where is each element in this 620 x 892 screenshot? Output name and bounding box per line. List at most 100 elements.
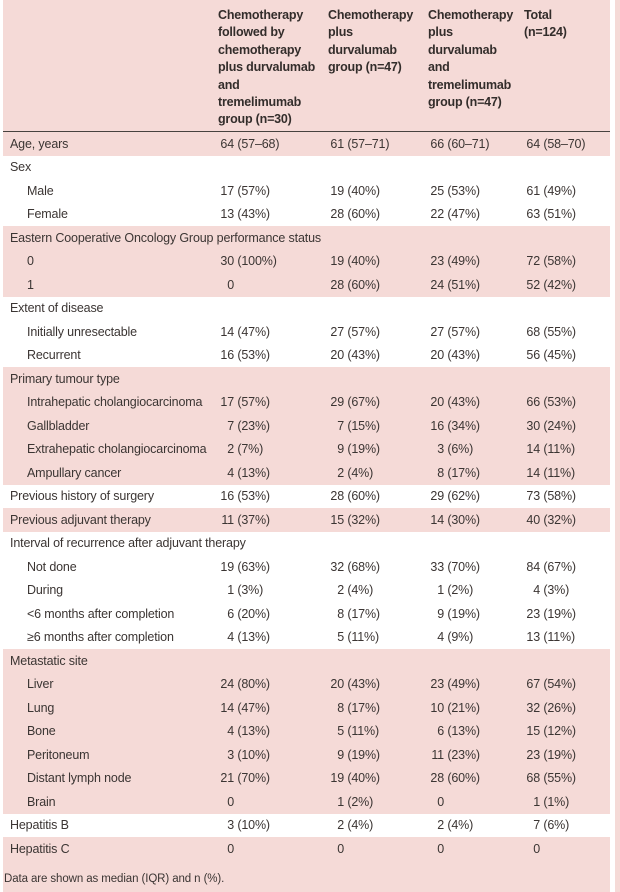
value-cell (328, 301, 428, 315)
value-cell: 3 (10%) (218, 748, 328, 762)
value-detail: (42%) (540, 277, 576, 292)
value-detail: (47%) (234, 700, 270, 715)
value-cell: 19 (63%) (218, 560, 328, 574)
value-number: 28 (330, 207, 344, 222)
right-edge-pink-strip (615, 0, 620, 892)
value-detail: (57–71) (344, 136, 390, 151)
value-detail: (60%) (344, 277, 380, 292)
value-number: 6 (437, 724, 444, 739)
value-number: 4 (437, 630, 444, 645)
value-number: 23 (526, 747, 540, 762)
value-cell: 28 (60%) (328, 489, 428, 503)
value-number: 23 (430, 254, 444, 269)
value-cell: 27 (57%) (328, 325, 428, 339)
value-cell: 9 (19%) (328, 748, 428, 762)
value-detail: (20%) (234, 606, 270, 621)
value-number: 14 (526, 442, 540, 457)
value-cell: 16 (34%) (428, 419, 524, 433)
value-number: 63 (526, 207, 540, 222)
value-detail: (3%) (234, 583, 264, 598)
value-number: 1 (337, 794, 344, 809)
value-detail: (9%) (444, 630, 474, 645)
value-number: 20 (330, 677, 344, 692)
value-detail: (23%) (444, 747, 480, 762)
value-detail: (67%) (540, 559, 576, 574)
value-cell: 5 (11%) (328, 630, 428, 644)
value-number: 13 (526, 630, 540, 645)
value-cell: 64 (58–70) (524, 137, 620, 151)
row-label: Peritoneum (27, 747, 90, 762)
table-row: Eastern Cooperative Oncology Group perfo… (0, 226, 620, 250)
value-detail: (100%) (234, 254, 277, 269)
value-detail: (58%) (540, 489, 576, 504)
value-number: 84 (526, 559, 540, 574)
value-cell: 7 (23%) (218, 419, 328, 433)
value-cell (428, 231, 524, 245)
column-header-label: Chemotherapy plus durvalumab group (n=47… (328, 8, 414, 75)
value-cell (328, 372, 428, 386)
value-cell: 6 (13%) (428, 724, 524, 738)
value-cell: 7 (15%) (328, 419, 428, 433)
value-cell: 28 (60%) (328, 278, 428, 292)
value-number: 66 (430, 136, 444, 151)
table-row: Extrahepatic cholangiocarcinoma 2 (7%) 9… (0, 437, 620, 462)
value-detail: (11%) (540, 630, 575, 645)
value-cell: 17 (57%) (218, 395, 328, 409)
value-detail: (37%) (234, 512, 270, 527)
row-label: Intrahepatic cholangiocarcinoma (27, 395, 203, 410)
value-number: 28 (430, 771, 444, 786)
value-detail: (57%) (234, 395, 270, 410)
value-number: 4 (533, 583, 540, 598)
table-row: Hepatitis C 0 0 0 0 (0, 837, 620, 861)
value-detail: (68%) (344, 559, 380, 574)
value-cell: 67 (54%) (524, 677, 620, 691)
value-number: 19 (330, 254, 344, 269)
value-detail: (40%) (344, 183, 380, 198)
value-number: 3 (227, 818, 234, 833)
value-detail: (23%) (234, 418, 270, 433)
value-number: 6 (227, 606, 234, 621)
table-row: Distant lymph node 21 (70%) 19 (40%) 28 … (0, 766, 620, 791)
value-number: 9 (337, 442, 344, 457)
row-label: Hepatitis C (10, 841, 70, 856)
value-cell (328, 654, 428, 668)
value-cell: 20 (43%) (328, 677, 428, 691)
row-label: Interval of recurrence after adjuvant th… (10, 536, 246, 551)
row-label: Lung (27, 700, 55, 715)
value-cell: 0 (328, 842, 428, 856)
value-number: 27 (430, 324, 444, 339)
table-row: Sex (0, 155, 620, 180)
value-detail: (13%) (234, 630, 270, 645)
value-cell: 23 (49%) (428, 677, 524, 691)
value-number: 40 (526, 512, 540, 527)
value-detail: (43%) (444, 348, 480, 363)
value-detail: (60%) (444, 771, 480, 786)
value-cell: 14 (47%) (218, 701, 328, 715)
table-row: Initially unresectable 14 (47%) 27 (57%)… (0, 320, 620, 344)
value-number: 0 (227, 794, 234, 809)
value-cell: 21 (70%) (218, 771, 328, 785)
value-number: 17 (220, 395, 234, 410)
value-number: 20 (330, 348, 344, 363)
value-number: 2 (227, 442, 234, 457)
value-detail: (58–70) (540, 136, 586, 151)
value-number: 1 (227, 583, 234, 598)
value-cell: 19 (40%) (328, 254, 428, 268)
value-cell: 15 (12%) (524, 724, 620, 738)
table-row: Primary tumour type (0, 367, 620, 391)
value-detail: (60–71) (444, 136, 490, 151)
value-number: 0 (533, 841, 540, 856)
value-detail: (57%) (234, 183, 270, 198)
value-detail: (10%) (234, 818, 270, 833)
table-row: Intrahepatic cholangiocarcinoma 17 (57%)… (0, 390, 620, 415)
value-detail: (34%) (444, 418, 480, 433)
value-cell: 66 (60–71) (428, 137, 524, 151)
column-header-total: Total (n=124) (524, 7, 620, 42)
value-cell: 2 (4%) (428, 818, 524, 832)
value-cell: 1 (2%) (428, 583, 524, 597)
value-detail: (21%) (444, 700, 480, 715)
value-number: 8 (437, 465, 444, 480)
value-cell: 14 (11%) (524, 442, 620, 456)
value-cell (428, 160, 524, 174)
value-number: 19 (220, 559, 234, 574)
